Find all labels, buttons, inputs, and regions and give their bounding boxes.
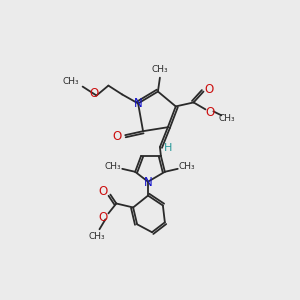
Text: O: O: [99, 211, 108, 224]
Text: CH₃: CH₃: [104, 162, 121, 171]
Text: O: O: [99, 185, 108, 198]
Text: CH₃: CH₃: [219, 114, 236, 123]
Text: O: O: [113, 130, 122, 142]
Text: H: H: [164, 143, 172, 153]
Text: CH₃: CH₃: [88, 232, 105, 241]
Text: CH₃: CH₃: [178, 162, 195, 171]
Text: CH₃: CH₃: [62, 77, 79, 86]
Text: O: O: [205, 83, 214, 96]
Text: N: N: [144, 176, 152, 189]
Text: CH₃: CH₃: [152, 65, 168, 74]
Text: O: O: [206, 106, 215, 119]
Text: O: O: [89, 87, 98, 100]
Text: N: N: [134, 97, 142, 110]
